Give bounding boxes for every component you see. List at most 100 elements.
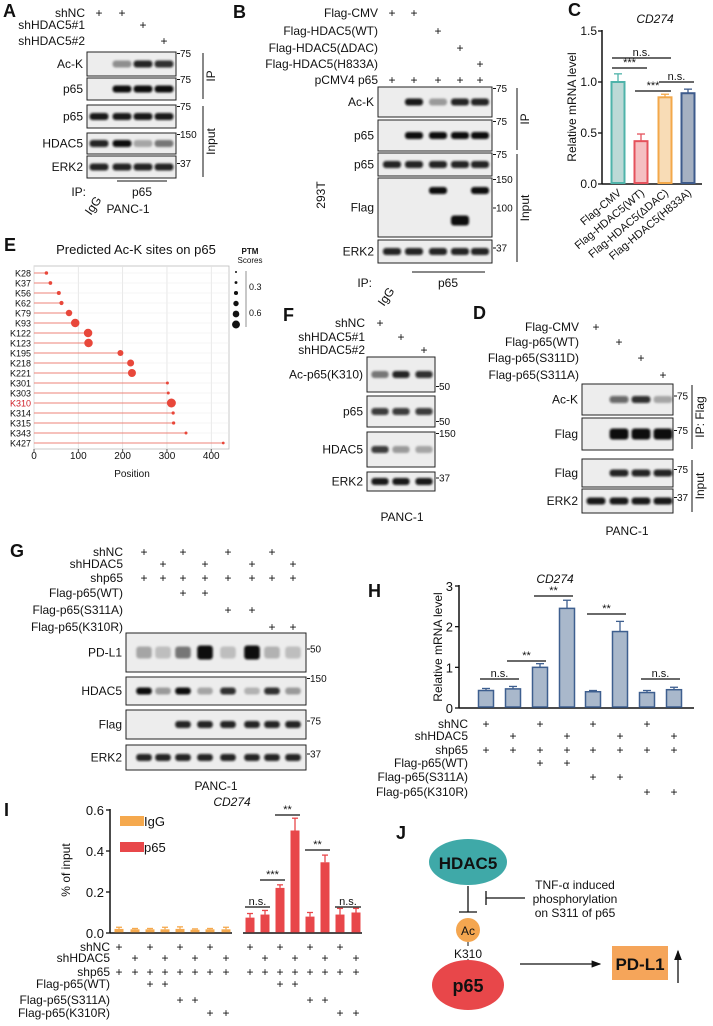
band <box>133 140 153 147</box>
bar-p65 <box>275 887 285 933</box>
blot-row-erk2: ERK2 37 <box>91 744 322 771</box>
bar-p65 <box>335 914 345 933</box>
condition-sign: + <box>420 343 427 357</box>
panel-label: F <box>283 305 294 325</box>
condition-sign: + <box>146 940 153 954</box>
molecular-weight-marker: 37 <box>180 159 192 170</box>
legend-size-dot <box>234 270 238 274</box>
condition-sign: + <box>336 965 343 979</box>
panel-i-bar-chart: I CD274 0.0 0.2 0.4 0.6 % of input IgG p65 n.s. **… <box>4 795 362 1020</box>
band <box>133 60 153 68</box>
blot-row-erk2: ERK2 37 <box>547 488 689 514</box>
band <box>450 215 470 226</box>
condition-sign: + <box>536 717 543 731</box>
bar <box>584 690 602 708</box>
y-axis-label: Relative mRNA level <box>431 592 445 701</box>
condition-sign: + <box>222 965 229 979</box>
condition-sign: + <box>670 729 677 743</box>
condition-sign: + <box>95 6 102 20</box>
condition-label: Flag-CMV <box>324 6 378 20</box>
x-tick-label: 0 <box>31 451 37 462</box>
blot-row-p65: p65 75 <box>354 150 508 177</box>
band <box>89 140 109 147</box>
condition-sign: + <box>670 785 677 799</box>
condition-sign: + <box>159 557 166 571</box>
blot-label: Flag <box>351 201 374 215</box>
blot-label: ERK2 <box>547 494 579 508</box>
condition-sign: + <box>291 965 298 979</box>
condition-sign: + <box>115 965 122 979</box>
condition-label: Flag-HDAC5(WT) <box>283 24 378 38</box>
bar <box>477 689 495 708</box>
band <box>112 140 132 147</box>
condition-sign: + <box>476 73 483 87</box>
band <box>244 687 260 695</box>
condition-sign: + <box>179 586 186 600</box>
band <box>154 163 174 171</box>
condition-sign: + <box>268 571 275 585</box>
blot-row-ac-k: Ac-K 75 <box>348 84 508 118</box>
significance-label: n.s. <box>652 668 670 680</box>
molecular-weight-marker: 150 <box>180 130 197 141</box>
band <box>450 161 470 168</box>
y-tick-label: 1.0 <box>580 75 597 89</box>
band <box>415 446 433 453</box>
site-point <box>48 281 53 285</box>
condition-sign: + <box>261 951 268 965</box>
condition-sign: + <box>410 73 417 87</box>
site-label: K56 <box>15 289 31 299</box>
band <box>392 446 410 453</box>
condition-label: Flag-p65(S311A) <box>33 603 124 617</box>
condition-label: shp65 <box>90 571 123 585</box>
molecular-weight-marker: 50 <box>439 382 451 393</box>
condition-sign: + <box>115 940 122 954</box>
molecular-weight-marker: 75 <box>496 84 508 95</box>
site-label: K310 <box>454 947 482 961</box>
condition-sign: + <box>276 977 283 991</box>
condition-sign: + <box>388 73 395 87</box>
condition-sign: + <box>397 330 404 344</box>
blot-row-flag: Flag 75 <box>555 458 689 488</box>
x-tick-label: 100 <box>70 451 87 462</box>
band <box>197 687 213 695</box>
condition-label: Flag-p65(S311D) <box>488 351 579 365</box>
panel-label: A <box>3 1 16 21</box>
blot-label: PD-L1 <box>88 646 122 660</box>
blot-label: Flag <box>99 718 122 732</box>
legend-size-dot <box>234 281 238 284</box>
panel-label: H <box>368 581 381 601</box>
significance-label: ** <box>313 839 322 851</box>
blot-label: ERK2 <box>52 160 84 174</box>
band <box>382 248 402 255</box>
condition-sign: + <box>509 743 516 757</box>
y-tick-label: 0 <box>446 701 453 716</box>
legend-tick-label: 0.3 <box>249 282 262 292</box>
band <box>220 646 236 659</box>
site-label: K218 <box>10 359 31 369</box>
condition-sign: + <box>615 335 622 349</box>
condition-sign: + <box>179 571 186 585</box>
band <box>285 646 301 659</box>
bar-igg <box>221 929 231 933</box>
blot-row-p65: p65 75 <box>354 117 508 152</box>
condition-sign: + <box>146 977 153 991</box>
condition-sign: + <box>161 965 168 979</box>
condition-label: Flag-p65(WT) <box>36 977 110 991</box>
condition-sign: + <box>536 743 543 757</box>
condition-label: Flag-p65(WT) <box>505 335 579 349</box>
bar-igg <box>160 929 170 933</box>
molecular-weight-marker: 75 <box>180 49 192 60</box>
blot-label: HDAC5 <box>81 684 122 698</box>
condition-sign: + <box>563 743 570 757</box>
band <box>175 646 191 659</box>
condition-label: Flag-CMV <box>525 320 579 334</box>
y-tick-label: 0.5 <box>580 126 597 140</box>
bracket-label: IP <box>204 70 218 81</box>
band <box>133 113 153 120</box>
band <box>175 721 191 728</box>
bar <box>611 630 629 708</box>
site-label: K221 <box>10 369 31 379</box>
